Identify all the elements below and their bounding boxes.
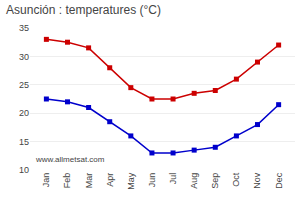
svg-text:Jun: Jun: [147, 173, 157, 188]
svg-text:Mar: Mar: [84, 173, 94, 189]
svg-text:35: 35: [19, 23, 29, 33]
svg-text:Apr: Apr: [105, 173, 115, 187]
svg-text:Feb: Feb: [62, 173, 72, 189]
svg-text:20: 20: [19, 108, 29, 118]
svg-text:25: 25: [19, 80, 29, 90]
svg-text:May: May: [126, 172, 136, 190]
svg-text:10: 10: [19, 165, 29, 175]
svg-text:Dec: Dec: [274, 172, 284, 189]
svg-text:15: 15: [19, 137, 29, 147]
svg-text:Asunción : temperatures (°C): Asunción : temperatures (°C): [6, 3, 161, 17]
svg-text:30: 30: [19, 52, 29, 62]
svg-text:Aug: Aug: [189, 173, 199, 189]
svg-text:Sep: Sep: [210, 173, 220, 189]
svg-text:Jul: Jul: [168, 173, 178, 185]
svg-text:Jan: Jan: [41, 173, 51, 188]
svg-text:www.allmetsat.com: www.allmetsat.com: [35, 155, 105, 164]
svg-text:Nov: Nov: [252, 172, 262, 189]
svg-text:Oct: Oct: [231, 172, 241, 187]
